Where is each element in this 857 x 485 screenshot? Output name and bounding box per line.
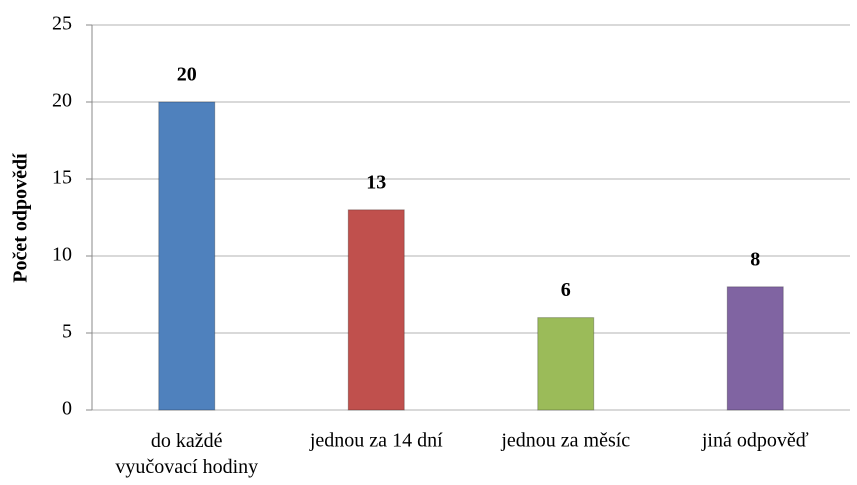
y-tick-label: 0 (62, 398, 72, 420)
y-tick-label: 20 (52, 90, 72, 112)
x-tick-label: jiná odpověď (701, 430, 809, 452)
value-label: 6 (561, 279, 571, 301)
y-tick-label: 25 (52, 13, 72, 35)
x-tick-label: jednou za 14 dní (309, 430, 443, 452)
y-tick-label: 5 (62, 321, 72, 343)
y-tick-label: 10 (52, 244, 72, 266)
x-tick-label: jednou za měsíc (500, 430, 630, 452)
x-tick-label: do každé vyučovací hodiny (115, 430, 258, 478)
value-label: 8 (750, 248, 760, 270)
bar (347, 209, 405, 411)
y-axis-label: Počet odpovědí (10, 153, 32, 283)
bar (537, 317, 595, 411)
value-label: 13 (366, 171, 386, 193)
value-label: 20 (177, 64, 197, 86)
y-tick-label: 15 (52, 167, 72, 189)
bar (726, 286, 784, 411)
bar (158, 101, 216, 411)
